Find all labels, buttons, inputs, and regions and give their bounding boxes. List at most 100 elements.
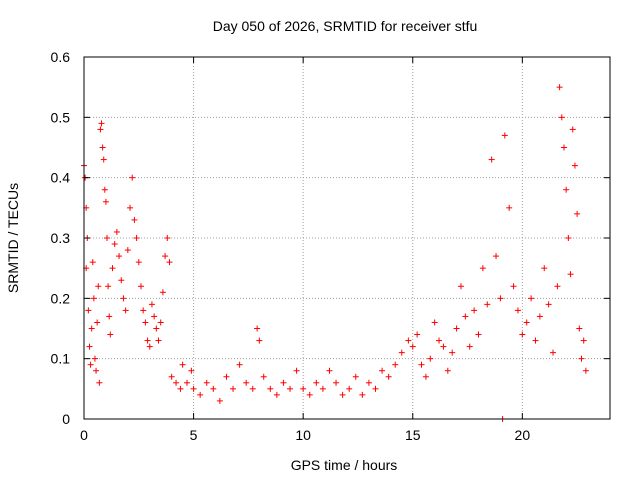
data-point [514,307,521,314]
data-point [85,307,92,314]
data-point [96,379,103,386]
x-tick-label: 20 [515,427,531,443]
data-point [260,373,267,380]
x-tick-label: 15 [405,427,421,443]
data-point [101,186,108,193]
data-point [97,126,104,133]
data-point [519,331,526,338]
data-point [372,385,379,392]
data-point [86,343,93,350]
data-point [105,283,112,290]
data-point [91,355,98,362]
data-point [216,397,223,404]
data-point [111,241,118,248]
data-point [146,343,153,350]
data-point [188,367,195,374]
x-axis-ticks: 0 5 10 15 20 [80,57,530,443]
data-point [106,313,113,320]
data-point [541,265,548,272]
data-point [153,325,160,332]
data-point [94,319,101,326]
x-tick-label: 10 [295,427,311,443]
data-point [462,313,469,320]
data-point [90,295,97,302]
data-point [254,325,261,332]
data-point [536,313,543,320]
data-point [385,373,392,380]
data-point [87,361,94,368]
grid-lines [84,57,610,419]
x-tick-label: 5 [190,427,198,443]
data-point [578,355,585,362]
data-point [427,355,434,362]
x-axis-title: GPS time / hours [291,457,398,473]
data-point [118,277,125,284]
data-point [95,283,102,290]
data-point [418,361,425,368]
data-point [113,228,120,235]
data-point [197,391,204,398]
data-point [249,385,256,392]
data-point [300,385,307,392]
data-point [107,331,114,338]
data-point [109,265,116,272]
data-point [135,259,142,266]
data-point [556,84,563,91]
data-point [88,325,95,332]
y-tick-label: 0.3 [51,230,71,246]
data-point [398,349,405,356]
data-point [431,319,438,326]
data-point [173,379,180,386]
data-point [576,325,583,332]
data-point [131,216,138,223]
data-point [488,156,495,163]
data-point [449,349,456,356]
y-tick-label: 0.2 [51,290,71,306]
data-point [528,295,535,302]
data-point [565,235,572,241]
data-point [571,162,578,169]
data-point [142,319,149,326]
data-point [409,343,416,350]
data-point [144,337,151,344]
data-point [580,337,587,344]
data-point [326,367,333,374]
data-point [422,373,429,380]
data-point [104,235,111,241]
data-point [256,337,263,344]
data-point [230,385,237,392]
data-point [453,325,460,332]
data-point [563,186,570,193]
y-axis-title: SRMTID / TECUs [5,183,21,293]
data-point [506,204,513,211]
y-axis-ticks: 0 0.1 0.2 0.3 0.4 0.5 0.6 [51,49,610,427]
data-point [475,331,482,338]
data-point [120,295,127,302]
data-point [440,343,447,350]
data-point [574,210,581,217]
data-point [333,379,340,386]
data-point [159,289,166,296]
data-point [116,253,123,260]
y-tick-label: 0 [62,411,70,427]
chart-title: Day 050 of 2026, SRMTID for receiver stf… [213,18,478,34]
data-point [436,337,443,344]
data-point [479,265,486,272]
data-point [93,367,100,374]
data-point [501,132,508,139]
data-point [164,235,171,241]
data-point [306,391,313,398]
data-point [184,379,191,386]
data-point [313,379,320,386]
data-points [81,84,589,422]
data-point [280,379,287,386]
data-point [124,247,131,254]
data-point [558,114,565,121]
data-point [359,391,366,398]
data-point [127,204,134,211]
data-point [466,343,473,350]
data-point [582,367,589,374]
data-point [98,120,105,127]
data-point [560,144,567,151]
